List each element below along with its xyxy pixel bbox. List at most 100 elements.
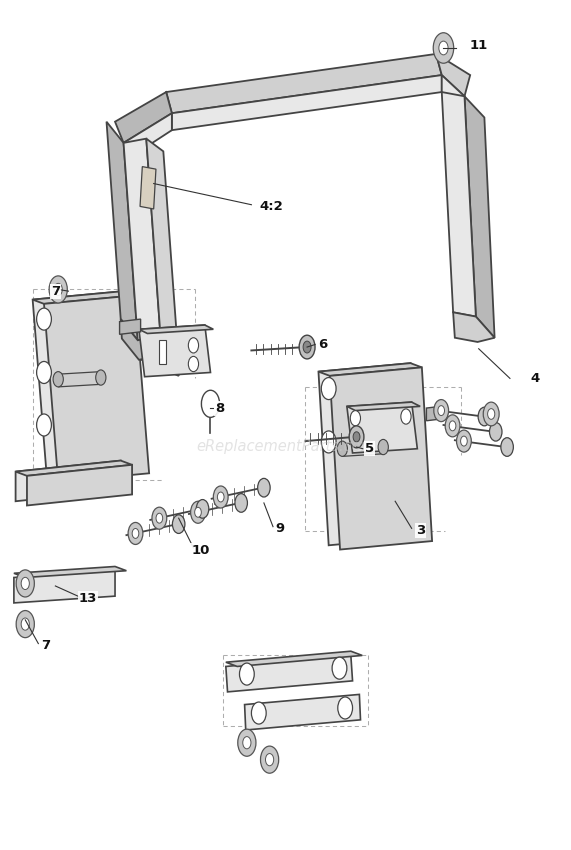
Circle shape <box>260 746 279 774</box>
Polygon shape <box>14 570 115 603</box>
Polygon shape <box>33 292 135 303</box>
Polygon shape <box>436 54 470 96</box>
Circle shape <box>321 377 336 399</box>
Circle shape <box>251 702 266 724</box>
Circle shape <box>438 405 444 416</box>
Polygon shape <box>33 292 138 478</box>
Polygon shape <box>123 113 172 160</box>
Polygon shape <box>123 139 160 340</box>
Text: 13: 13 <box>79 592 97 605</box>
Polygon shape <box>226 651 362 666</box>
Polygon shape <box>115 92 172 143</box>
Circle shape <box>238 729 256 756</box>
Text: 5: 5 <box>365 442 374 456</box>
Polygon shape <box>58 371 101 387</box>
Text: 7: 7 <box>51 285 60 297</box>
Circle shape <box>439 41 448 55</box>
Polygon shape <box>464 96 494 337</box>
Polygon shape <box>347 402 417 453</box>
Circle shape <box>501 438 513 456</box>
Circle shape <box>353 432 360 442</box>
Text: 4: 4 <box>531 372 540 385</box>
Circle shape <box>258 479 270 497</box>
Text: 6: 6 <box>318 338 327 351</box>
Circle shape <box>21 577 29 590</box>
Polygon shape <box>15 461 132 476</box>
Polygon shape <box>226 655 352 692</box>
Circle shape <box>321 431 336 453</box>
Circle shape <box>235 494 247 513</box>
Circle shape <box>401 409 411 424</box>
Polygon shape <box>27 465 132 506</box>
Text: eReplacementParts.com: eReplacementParts.com <box>196 439 375 454</box>
Circle shape <box>49 276 67 303</box>
Circle shape <box>21 618 29 630</box>
Circle shape <box>349 426 364 448</box>
Circle shape <box>202 390 220 417</box>
Text: 8: 8 <box>215 401 225 415</box>
Circle shape <box>132 529 139 538</box>
Circle shape <box>172 515 185 534</box>
Circle shape <box>54 283 62 296</box>
Circle shape <box>488 409 495 419</box>
Polygon shape <box>427 405 448 421</box>
Polygon shape <box>442 92 476 316</box>
Polygon shape <box>14 566 126 577</box>
Circle shape <box>243 737 251 749</box>
Polygon shape <box>453 312 494 342</box>
Circle shape <box>461 436 467 446</box>
Circle shape <box>152 507 167 530</box>
Circle shape <box>299 335 315 359</box>
Circle shape <box>434 400 449 422</box>
Circle shape <box>214 486 228 508</box>
Circle shape <box>337 441 347 456</box>
Polygon shape <box>172 75 442 130</box>
Circle shape <box>37 308 51 330</box>
Polygon shape <box>122 338 179 376</box>
Polygon shape <box>139 325 214 333</box>
Circle shape <box>218 492 224 502</box>
Circle shape <box>16 610 34 638</box>
Polygon shape <box>44 296 149 482</box>
Text: 11: 11 <box>469 39 488 52</box>
Polygon shape <box>319 363 422 376</box>
Text: 7: 7 <box>41 639 50 652</box>
Polygon shape <box>347 402 420 411</box>
Text: 3: 3 <box>416 524 425 537</box>
Polygon shape <box>146 139 178 346</box>
Polygon shape <box>119 319 140 334</box>
Circle shape <box>489 422 502 441</box>
Circle shape <box>53 371 63 387</box>
Text: 9: 9 <box>275 522 284 535</box>
Circle shape <box>195 507 202 517</box>
Polygon shape <box>319 363 421 546</box>
Circle shape <box>445 415 460 437</box>
Polygon shape <box>343 441 383 456</box>
Polygon shape <box>139 325 211 377</box>
Circle shape <box>128 523 143 545</box>
Polygon shape <box>244 694 360 730</box>
Circle shape <box>191 502 206 524</box>
Circle shape <box>266 754 274 766</box>
Circle shape <box>332 657 347 679</box>
Circle shape <box>433 33 454 63</box>
Text: 4:2: 4:2 <box>259 200 283 212</box>
Text: 10: 10 <box>191 544 210 557</box>
Circle shape <box>483 402 499 426</box>
Circle shape <box>188 356 199 371</box>
Circle shape <box>239 663 254 685</box>
Polygon shape <box>107 122 138 340</box>
Circle shape <box>37 361 51 383</box>
Circle shape <box>378 439 388 455</box>
Polygon shape <box>120 319 179 363</box>
Circle shape <box>96 370 106 385</box>
Circle shape <box>37 414 51 436</box>
Polygon shape <box>330 367 432 550</box>
Polygon shape <box>159 340 166 364</box>
Circle shape <box>457 430 471 452</box>
Circle shape <box>478 407 490 426</box>
Polygon shape <box>140 167 156 209</box>
Circle shape <box>196 500 209 518</box>
Circle shape <box>16 570 34 597</box>
Circle shape <box>449 421 456 431</box>
